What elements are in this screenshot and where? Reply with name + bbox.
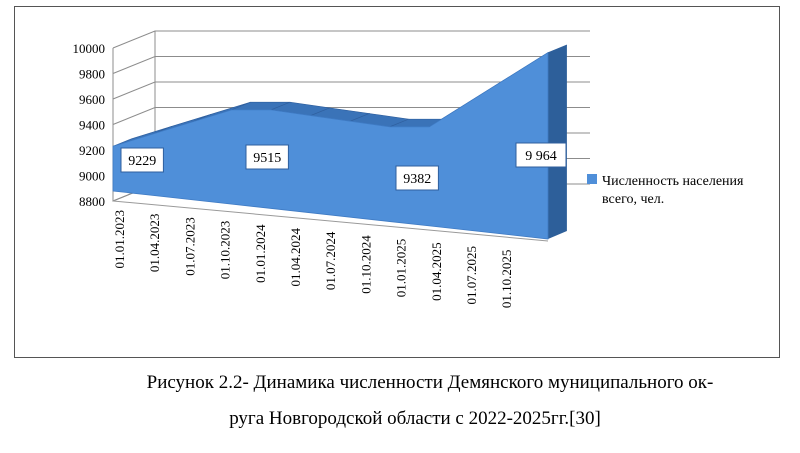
x-tick-label: 01.07.2023 [182,217,197,276]
x-tick-label: 01.07.2025 [464,246,479,305]
legend-label-line-1: Численность населения [602,174,744,189]
data-label: 9515 [245,144,289,170]
gridline [112,81,590,100]
x-tick-label: 01.01.2024 [253,224,268,283]
y-axis-ticks: 8800 9000 9200 9400 9600 9800 10000 [73,41,106,209]
figure-caption-line-2: руга Новгородской области с 2022-2025гг.… [229,408,601,429]
y-tick-label: 9400 [79,118,105,133]
gridline [112,56,590,74]
chart-frame [14,6,780,358]
y-tick-label: 10000 [73,41,106,56]
area-chart-3d: 8800 9000 9200 9400 9600 9800 10000 01.01.2023… [73,30,744,308]
x-tick-label: 01.04.2023 [147,214,162,273]
data-label: 9382 [395,165,439,191]
y-tick-label: 9000 [79,169,105,184]
legend-swatch [587,174,597,184]
x-tick-label: 01.10.2023 [218,221,233,279]
x-axis-ticks: 01.01.2023 01.04.2023 01.07.2023 01.10.2023… [112,210,514,308]
data-label-box [515,142,567,168]
data-label: 9 964 [515,142,567,168]
data-label-box [395,165,439,191]
data-labels: 9229 9515 9382 9 964 [120,142,567,191]
figure-caption-line-1: Рисунок 2.2- Динамика численности Демянс… [146,372,714,393]
x-tick-label: 01.10.2024 [358,235,373,294]
x-tick-label: 01.01.2025 [394,239,409,297]
data-label-box [120,147,164,173]
data-label-text: 9515 [253,151,281,166]
x-tick-label: 01.07.2024 [323,231,338,290]
data-label-box [245,144,289,170]
y-tick-label: 9600 [79,92,105,107]
y-tick-label: 9200 [79,143,105,158]
gridline [112,107,590,125]
gridline [112,30,590,49]
x-tick-label: 01.04.2024 [288,228,303,287]
data-label-text: 9382 [403,172,431,187]
legend-label-line-2: всего, чел. [602,192,664,207]
y-tick-label: 9800 [79,67,105,82]
x-tick-label: 01.04.2025 [429,242,444,301]
data-label: 9229 [120,147,164,173]
series-area [112,44,568,240]
floor-edge [112,200,549,242]
data-label-text: 9229 [128,154,156,169]
data-label-text: 9 964 [525,149,557,164]
x-tick-label: 01.10.2025 [499,250,514,309]
y-tick-label: 8800 [79,194,105,209]
x-tick-label: 01.01.2023 [112,210,127,269]
area-side-facet [548,44,567,239]
legend: Численность населения всего, чел. [587,174,744,207]
area-front-face [112,51,549,240]
